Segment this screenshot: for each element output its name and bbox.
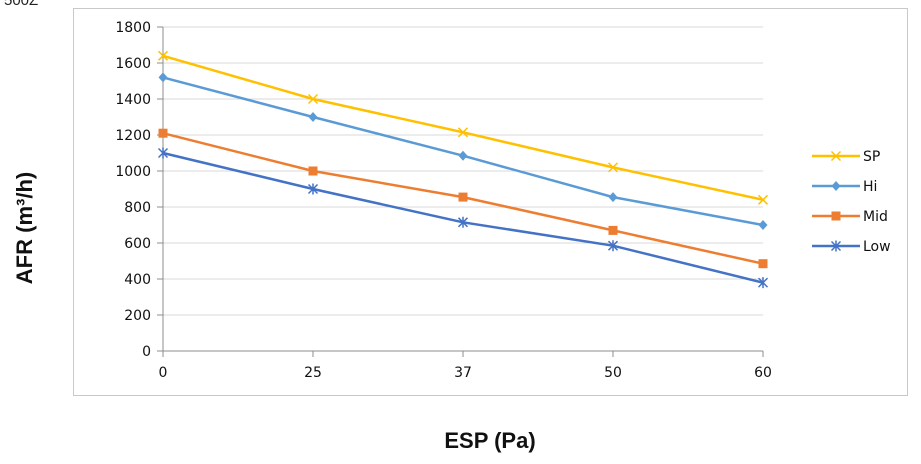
x-tick-label: 37 (454, 365, 472, 381)
axes: 0 200 400 600 800 1000 1200 1400 1600 1800 0 25 37 50… (115, 20, 772, 381)
gridlines (163, 26, 763, 316)
y-tick-label: 600 (124, 236, 151, 252)
legend-item-low: Low (812, 239, 891, 255)
x-axis-title: ESP (Pa) (444, 428, 536, 453)
data-point-mid (308, 166, 318, 176)
data-point-hi (158, 72, 168, 83)
x-tick-label: 60 (754, 365, 772, 381)
y-tick-label: 1400 (115, 92, 151, 108)
data-point-mid (158, 128, 168, 138)
data-point-hi (608, 192, 618, 203)
legend-marker-mid (831, 211, 841, 221)
legend: SP Hi Mid Low (812, 149, 891, 255)
data-point-low (457, 216, 469, 228)
data-point-sp (157, 50, 169, 61)
legend-marker-low (830, 240, 842, 252)
y-tick-label: 400 (124, 272, 151, 288)
series-low (157, 147, 769, 289)
series-sp (157, 50, 769, 205)
cropped-header-text: 500Z (4, 0, 39, 9)
series-mid (158, 128, 768, 269)
y-axis-title: AFR (m³/h) (12, 171, 37, 285)
legend-item-mid: Mid (812, 209, 888, 225)
data-point-mid (458, 192, 468, 202)
legend-label-sp: SP (863, 149, 880, 165)
data-point-low (757, 277, 769, 289)
y-tick-label: 1800 (115, 20, 151, 36)
legend-marker-sp (830, 150, 842, 162)
y-tick-label: 1000 (115, 164, 151, 180)
data-point-low (307, 183, 319, 195)
series-line-sp (162, 54, 764, 202)
y-tick-label: 1600 (115, 56, 151, 72)
series-lines (157, 50, 769, 289)
legend-label-hi: Hi (863, 179, 877, 195)
data-point-sp (307, 93, 319, 105)
legend-label-mid: Mid (863, 209, 888, 225)
legend-marker-hi (831, 181, 841, 191)
data-point-mid (608, 225, 618, 235)
y-tick-label: 0 (142, 344, 151, 360)
data-point-sp (607, 162, 619, 173)
y-tick-label: 200 (124, 308, 151, 324)
y-tick-label: 1200 (115, 128, 151, 144)
series-hi (158, 72, 768, 230)
data-point-low (157, 147, 169, 159)
y-tick-label: 800 (124, 200, 151, 216)
x-tick-label: 0 (159, 365, 168, 381)
legend-item-hi: Hi (812, 179, 877, 195)
data-point-sp (757, 194, 769, 205)
data-point-hi (758, 220, 768, 230)
data-point-hi (308, 112, 318, 122)
chart-area (73, 8, 908, 396)
data-point-mid (758, 259, 768, 269)
data-point-hi (458, 150, 468, 161)
data-point-sp (457, 127, 469, 138)
legend-label-low: Low (863, 239, 891, 255)
data-point-low (607, 240, 619, 252)
x-tick-label: 25 (304, 365, 322, 381)
legend-item-sp: SP (812, 149, 880, 165)
x-tick-label: 50 (604, 365, 622, 381)
